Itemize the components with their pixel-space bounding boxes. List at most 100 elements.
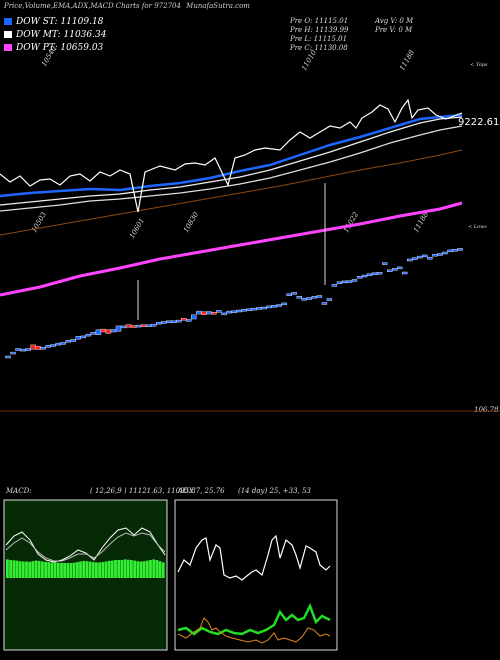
macd-params: ( 12,26,9 ) 11121.63, 11095.87, 25.76 bbox=[90, 487, 225, 495]
legend-label-pt: DOW PT: 10659.03 bbox=[16, 43, 104, 53]
candle bbox=[55, 342, 61, 346]
candle bbox=[326, 298, 333, 301]
volume-right-label: 106.78 bbox=[474, 406, 499, 414]
candle bbox=[65, 340, 72, 343]
candle bbox=[206, 311, 212, 315]
candle bbox=[331, 284, 338, 287]
legend-label-st: DOW ST: 11109.18 bbox=[16, 17, 104, 27]
candle bbox=[196, 310, 202, 315]
candle bbox=[135, 324, 142, 328]
candle bbox=[266, 305, 272, 309]
candle bbox=[176, 319, 182, 323]
adx-params: (14 day) 25, +33, 53 bbox=[238, 487, 311, 495]
candle bbox=[5, 355, 11, 359]
candle bbox=[30, 344, 36, 350]
candle bbox=[407, 258, 413, 262]
candle bbox=[311, 296, 318, 299]
candle bbox=[181, 318, 187, 321]
candle bbox=[90, 332, 97, 335]
candle bbox=[422, 254, 428, 258]
candle bbox=[397, 266, 403, 270]
price-right-label: 9222.61 bbox=[458, 117, 500, 128]
ema-short-line bbox=[0, 113, 463, 198]
candle bbox=[216, 310, 222, 313]
prev-low: Pre L: 11115.01 bbox=[290, 35, 348, 43]
avg-volume: Avg V: 0 M bbox=[375, 17, 414, 25]
adx-title: ADX bbox=[178, 487, 194, 495]
prev-open: Pre O: 11115.01 bbox=[290, 17, 349, 25]
legend-item-st: DOW ST: 11109.18 bbox=[4, 17, 103, 27]
candle bbox=[10, 351, 16, 355]
title-text: Price,Volume,EMA,ADX,MACD Charts for 972… bbox=[4, 2, 181, 10]
ema-mid-line bbox=[0, 125, 463, 212]
candle bbox=[417, 255, 423, 259]
prev-volume: Pre V: 0 M bbox=[375, 26, 413, 34]
candle bbox=[447, 249, 453, 253]
candle bbox=[457, 248, 463, 251]
candle bbox=[115, 325, 122, 332]
prev-high: Pre H: 11139.99 bbox=[290, 26, 349, 34]
price-ema-pink bbox=[0, 201, 463, 297]
legend-item-mt: DOW MT: 11036.34 bbox=[4, 30, 106, 40]
candle bbox=[271, 305, 277, 308]
candle bbox=[276, 304, 282, 307]
candle bbox=[432, 253, 438, 257]
candle bbox=[165, 320, 172, 323]
candle bbox=[231, 310, 237, 313]
candle bbox=[246, 308, 252, 311]
candle bbox=[191, 314, 197, 320]
candle bbox=[60, 342, 66, 345]
candle bbox=[412, 257, 418, 260]
candle bbox=[392, 268, 398, 271]
candle bbox=[356, 276, 363, 279]
candle bbox=[371, 272, 378, 275]
candle bbox=[366, 273, 373, 276]
lows-label: < Lows bbox=[468, 224, 487, 230]
price-close-line bbox=[0, 98, 463, 213]
candle bbox=[452, 248, 458, 252]
candle bbox=[201, 311, 207, 315]
candle bbox=[361, 274, 368, 278]
candle bbox=[35, 346, 41, 350]
prev-close: Pre C: 11130.08 bbox=[290, 44, 348, 52]
legend-swatch-st bbox=[4, 18, 12, 25]
candle bbox=[261, 306, 267, 310]
candle bbox=[286, 293, 292, 296]
candle bbox=[50, 344, 56, 347]
candle bbox=[427, 257, 433, 260]
candle bbox=[130, 325, 137, 328]
macd-title: MACD: bbox=[6, 487, 32, 495]
candle bbox=[306, 297, 312, 300]
legend-swatch-mt bbox=[4, 31, 12, 38]
chart-title: Price,Volume,EMA,ADX,MACD Charts for 972… bbox=[4, 2, 250, 10]
candle bbox=[346, 280, 353, 283]
candle bbox=[442, 251, 448, 255]
ema-long-line bbox=[0, 149, 463, 236]
candle bbox=[336, 281, 343, 284]
candle bbox=[241, 309, 247, 312]
candle bbox=[40, 347, 46, 350]
candle bbox=[236, 309, 242, 313]
legend-label-mt: DOW MT: 11036.34 bbox=[16, 30, 107, 40]
candle bbox=[80, 335, 87, 339]
candle bbox=[341, 280, 348, 284]
candle bbox=[75, 336, 82, 340]
legend-item-pt: DOW PT: 10659.03 bbox=[4, 43, 103, 53]
candle bbox=[251, 307, 257, 311]
candle bbox=[211, 312, 217, 315]
candle bbox=[95, 329, 102, 335]
ema-mid2-line bbox=[0, 116, 463, 206]
candle bbox=[125, 324, 132, 328]
candle bbox=[186, 319, 192, 322]
candle bbox=[387, 269, 393, 272]
candle bbox=[100, 328, 107, 333]
candle bbox=[316, 295, 323, 298]
candle bbox=[150, 323, 157, 327]
candle bbox=[15, 348, 21, 351]
candle bbox=[402, 271, 408, 275]
tops-label: < Tops bbox=[470, 62, 488, 68]
candle bbox=[382, 262, 388, 265]
candle bbox=[376, 272, 383, 275]
candle bbox=[145, 324, 152, 327]
